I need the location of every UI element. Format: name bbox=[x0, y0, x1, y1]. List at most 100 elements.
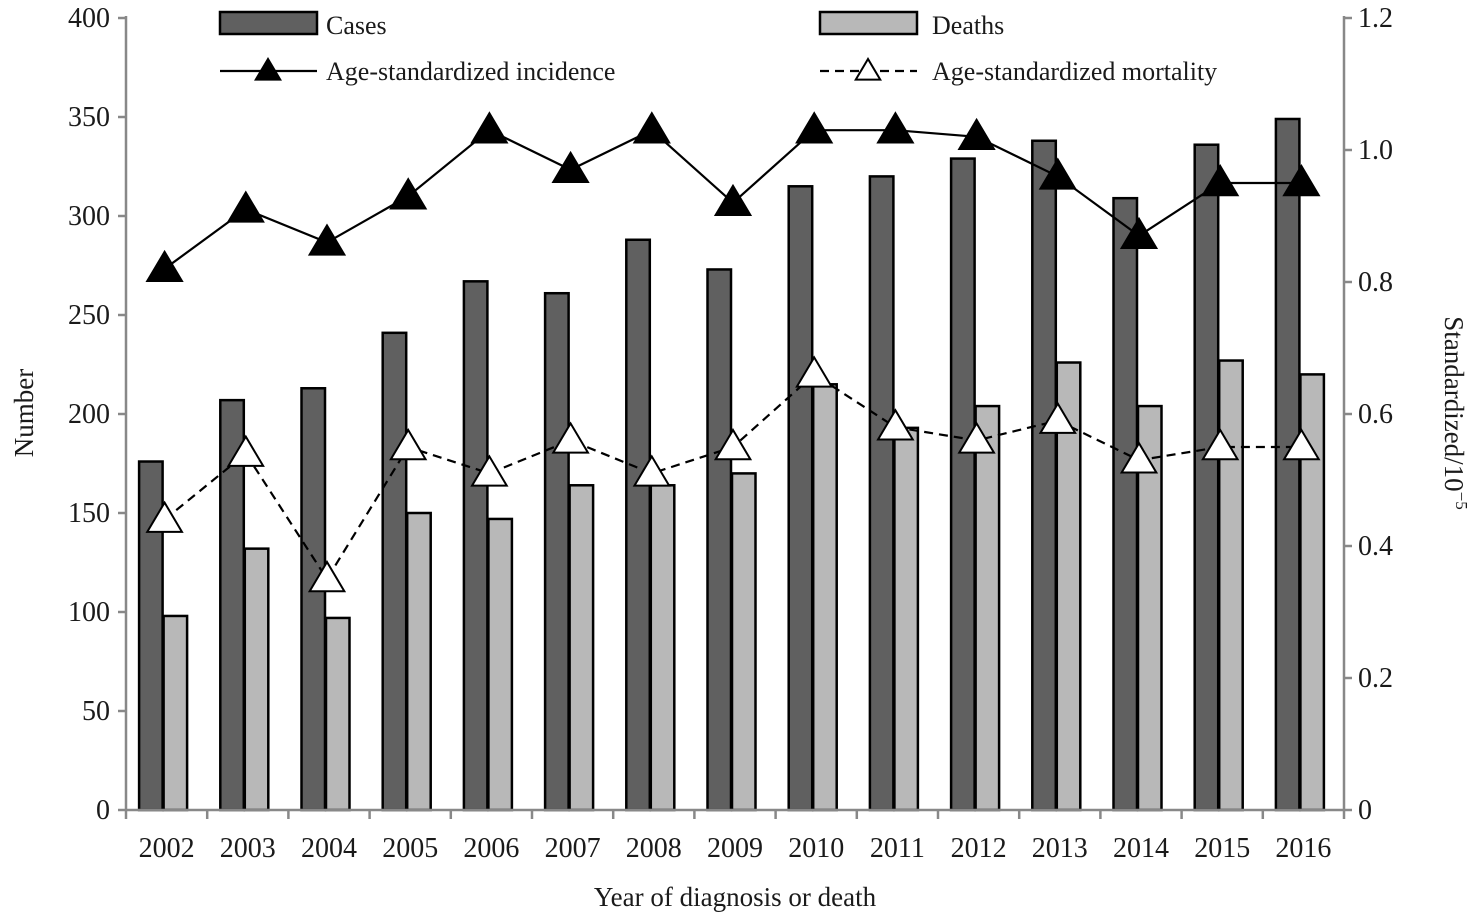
incidence-marker-2009 bbox=[713, 183, 753, 217]
deaths-bar-2009 bbox=[730, 472, 757, 812]
incidence-marker-2004 bbox=[307, 223, 347, 256]
right-tick-label: 0.2 bbox=[1358, 663, 1393, 694]
legend-item-incidence: Age-standardized incidence bbox=[220, 57, 615, 86]
x-tick-label: 2009 bbox=[707, 833, 763, 864]
mortality-marker-2013 bbox=[1038, 401, 1077, 434]
deaths-bar-2006 bbox=[487, 517, 514, 812]
incidence-marker-2015 bbox=[1201, 164, 1240, 197]
incidence-marker-2007 bbox=[551, 150, 590, 184]
deaths-bar-2012 bbox=[974, 404, 1001, 812]
left-tick-label: 300 bbox=[68, 201, 110, 232]
x-tick-label: 2015 bbox=[1194, 833, 1250, 864]
mortality-marker-2003 bbox=[226, 434, 265, 467]
deaths-bar-2015 bbox=[1217, 359, 1244, 812]
cases-bar-2008 bbox=[625, 238, 652, 812]
cases-bar-2014 bbox=[1112, 196, 1139, 812]
incidence-marker-2012 bbox=[957, 117, 996, 151]
incidence-marker-2005 bbox=[389, 177, 428, 210]
x-tick-label: 2013 bbox=[1032, 833, 1088, 864]
x-tick-label: 2005 bbox=[382, 833, 438, 864]
right-tick-label: 0.8 bbox=[1358, 267, 1393, 298]
left-tick-label: 400 bbox=[68, 3, 110, 34]
legend-item-deaths: Deaths bbox=[818, 10, 1004, 40]
mortality-marker-2011 bbox=[876, 408, 915, 441]
mortality-marker-2016 bbox=[1282, 428, 1321, 461]
right-tick-label: 1.0 bbox=[1358, 135, 1393, 166]
mortality-marker-2008 bbox=[632, 454, 671, 487]
incidence-marker-2003 bbox=[226, 190, 265, 223]
mortality-marker-2007 bbox=[551, 421, 590, 454]
y2-axis-title-main: Standardized/10 bbox=[1439, 316, 1469, 491]
deaths-bar-2002 bbox=[162, 614, 189, 812]
line-layer bbox=[145, 111, 1321, 593]
cases-bar-2005 bbox=[381, 331, 408, 812]
legend: Cases Deaths Age-standardized incidence Age… bbox=[218, 10, 1217, 86]
axes-layer: 0 50 100 150 200 250 300 350 400 0 0.2 0.4 0.6 0.8 1.0… bbox=[68, 3, 1393, 864]
left-tick-label: 200 bbox=[68, 399, 110, 430]
left-tick-label: 250 bbox=[68, 300, 110, 331]
left-tick-label: 0 bbox=[96, 795, 110, 826]
y2-axis-title-superscript: −5 bbox=[1452, 492, 1471, 510]
legend-item-cases: Cases bbox=[218, 10, 387, 40]
incidence-marker-2010 bbox=[795, 111, 834, 144]
incidence-marker-2006 bbox=[470, 111, 509, 144]
deaths-bar-2004 bbox=[324, 616, 351, 812]
cases-bar-2011 bbox=[868, 175, 895, 812]
incidence-marker-2013 bbox=[1038, 157, 1077, 190]
x-tick-label: 2008 bbox=[626, 833, 682, 864]
legend-label-deaths: Deaths bbox=[932, 11, 1004, 40]
mortality-marker-2015 bbox=[1201, 428, 1240, 461]
deaths-bar-2003 bbox=[243, 547, 270, 812]
legend-swatch-deaths bbox=[818, 10, 919, 36]
x-tick-label: 2003 bbox=[220, 833, 276, 864]
x-tick-label: 2010 bbox=[788, 833, 844, 864]
x-tick-label: 2012 bbox=[951, 833, 1007, 864]
cases-bar-2012 bbox=[949, 157, 976, 812]
cases-bar-2006 bbox=[462, 280, 489, 812]
mortality-marker-2002 bbox=[145, 500, 184, 533]
mortality-marker-2010 bbox=[795, 355, 834, 388]
x-tick-label: 2016 bbox=[1275, 833, 1331, 864]
cases-bar-2007 bbox=[543, 291, 570, 812]
left-tick-label: 350 bbox=[68, 102, 110, 133]
bar-layer bbox=[137, 117, 1326, 812]
cases-bar-2009 bbox=[706, 268, 733, 812]
deaths-bar-2010 bbox=[811, 383, 838, 812]
mortality-marker-2004 bbox=[307, 560, 347, 593]
legend-swatch-cases bbox=[218, 10, 319, 36]
right-tick-label: 0.4 bbox=[1358, 531, 1393, 562]
deaths-bar-2011 bbox=[893, 426, 920, 812]
incidence-marker-2002 bbox=[145, 249, 184, 283]
cases-bar-2015 bbox=[1193, 143, 1220, 812]
mortality-marker-2006 bbox=[470, 454, 509, 487]
legend-marker-mortality bbox=[854, 57, 882, 81]
deaths-bar-2007 bbox=[568, 484, 595, 812]
cases-bar-2004 bbox=[300, 387, 327, 812]
cases-bar-2010 bbox=[787, 185, 814, 812]
mortality-marker-2005 bbox=[389, 428, 428, 461]
x-tick-label: 2004 bbox=[301, 833, 357, 864]
mortality-marker-2009 bbox=[713, 428, 753, 461]
cases-bar-2013 bbox=[1031, 139, 1058, 812]
x-tick-label: 2006 bbox=[463, 833, 519, 864]
right-tick-label: 0.6 bbox=[1358, 399, 1393, 430]
legend-label-cases: Cases bbox=[326, 11, 387, 40]
legend-marker-incidence bbox=[254, 57, 282, 81]
mortality-marker-2014 bbox=[1119, 441, 1159, 474]
left-tick-label: 50 bbox=[82, 696, 110, 727]
x-tick-label: 2002 bbox=[139, 833, 195, 864]
y-axis-title: Number bbox=[9, 369, 39, 457]
x-tick-label: 2014 bbox=[1113, 833, 1169, 864]
left-tick-label: 150 bbox=[68, 498, 110, 529]
incidence-marker-2008 bbox=[632, 111, 671, 144]
left-tick-label: 100 bbox=[68, 597, 110, 628]
incidence-marker-2014 bbox=[1119, 216, 1159, 250]
y2-axis-title: Standardized/10−5 bbox=[1439, 316, 1471, 510]
legend-label-mortality: Age-standardized mortality bbox=[932, 57, 1217, 86]
mortality-marker-2012 bbox=[957, 421, 996, 454]
deaths-bar-2008 bbox=[649, 484, 676, 812]
cases-bar-2016 bbox=[1274, 117, 1301, 812]
incidence-marker-2016 bbox=[1282, 164, 1321, 197]
x-tick-label: 2011 bbox=[870, 833, 925, 864]
